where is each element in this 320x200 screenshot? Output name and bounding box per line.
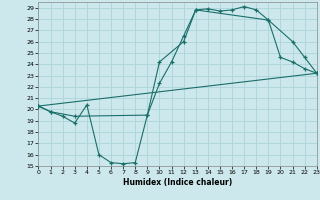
X-axis label: Humidex (Indice chaleur): Humidex (Indice chaleur) xyxy=(123,178,232,187)
